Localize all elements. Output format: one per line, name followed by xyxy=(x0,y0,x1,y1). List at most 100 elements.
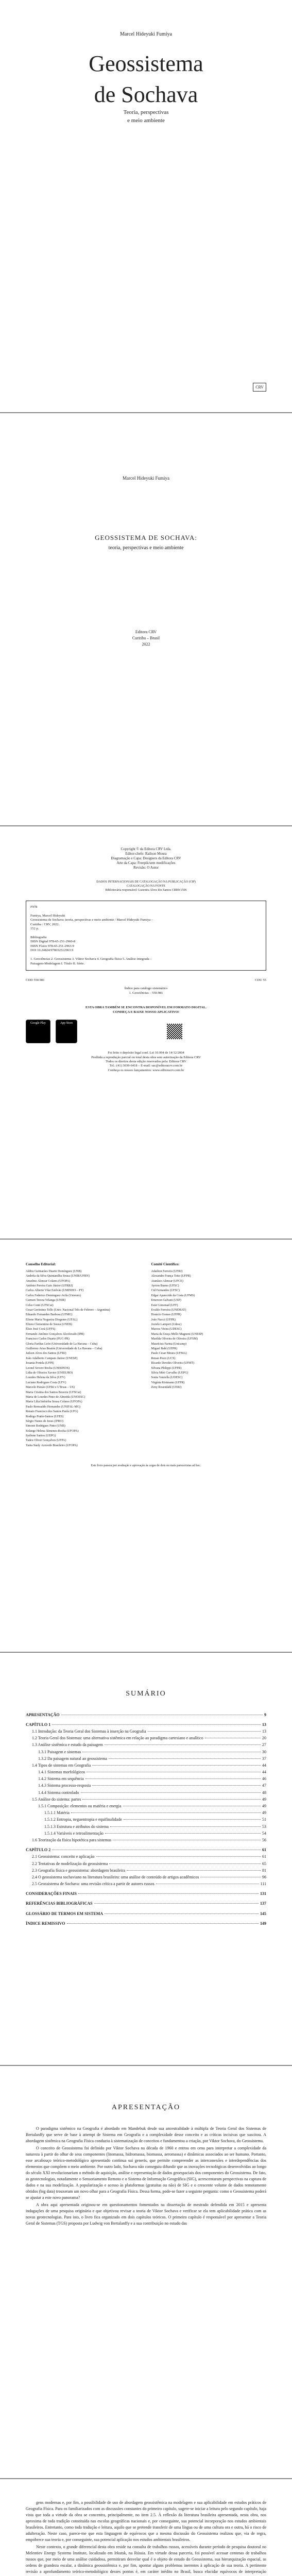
toc-entry[interactable]: 1.4 Tipos de sistemas em Geografia44 xyxy=(26,1762,266,1768)
cdd: CDD 550.981 xyxy=(26,978,44,982)
toc-entry[interactable]: CONSIDERAÇÕES FINAIS131 xyxy=(26,1891,266,1896)
committee-member: Silvana Philippi (UFPR) xyxy=(151,1366,267,1370)
committee-member: Mauricius Farina (Unicamp) xyxy=(151,1342,267,1346)
committee-member: Atanásio Alencar (UFCE) xyxy=(151,1279,267,1283)
copyright-footer-line: Todos os direitos desta edição reservado… xyxy=(26,1060,266,1064)
ht-title: GEOSSISTEMA DE SOCHAVA: xyxy=(26,533,266,543)
council-member: Maria Lília Imbiriba Sousa Colares (UFOP… xyxy=(26,1400,141,1404)
copyright-footer-line: Foi feito o depósito legal conf. Lei 10.… xyxy=(26,1051,266,1055)
committee-member: Sonia Vanzella (UDESC) xyxy=(151,1376,267,1380)
council-member: Lourdes Helena da Silva (UFV) xyxy=(26,1376,141,1380)
toc-label: CAPÍTULO 1 xyxy=(26,1722,50,1727)
copyright-line: Revisão: O Autor xyxy=(26,866,266,870)
committee-member: Alexandre França Tetto (UFPR) xyxy=(151,1274,267,1278)
cip-box: F978 Fumiya, Marcel Hideyuki Geossistema… xyxy=(26,901,266,971)
toc-page: 46 xyxy=(262,1776,266,1782)
toc-entry[interactable]: 1.5.1 Composição: elementos ou matéria e… xyxy=(26,1803,266,1809)
council-member: Maria de Lourdes Pinto de Almeida (UNOES… xyxy=(26,1395,141,1399)
committee-member: Horácio Gomes (UFPR) xyxy=(151,1313,267,1317)
council-page: Conselho Editorial: Aldira Guimarães Dua… xyxy=(0,1240,292,1652)
imprint-pub: Editora CRV xyxy=(26,629,266,635)
toc-leader xyxy=(82,1799,261,1800)
council-member: Guillermo Arias Beatón (Universidade de … xyxy=(26,1347,141,1351)
toc-entry[interactable]: 1.4.2 Sistema em sequência46 xyxy=(26,1776,266,1782)
publisher-logo: CRV xyxy=(253,383,266,392)
sys-index: Índice para catálogo sistemático 1. Geoc… xyxy=(26,987,266,995)
toc-page: 44 xyxy=(262,1762,266,1768)
council-member: Leonel Severo Rocha (UNISINOS) xyxy=(26,1366,141,1370)
toc-leader xyxy=(124,1819,261,1820)
toc-label: 2.2 Tentativas de modelização do geossis… xyxy=(32,1861,108,1867)
toc-entry[interactable]: CAPÍTULO 113 xyxy=(26,1722,266,1727)
toc-label: REFERÊNCIAS BIBLIOGRÁFICAS xyxy=(26,1901,93,1906)
toc-leader xyxy=(105,1913,259,1914)
toc-leader xyxy=(109,1758,261,1759)
council-member: Élsio José Corá (UFFS) xyxy=(26,1327,141,1331)
paragraph: O conceito de Geossistema foi definido p… xyxy=(26,2145,266,2201)
toc-entry[interactable]: 1.6 Teorização da física hipotética para… xyxy=(26,1837,266,1843)
council-member: Tadeu Oliver Gonçalves (UFPA) xyxy=(26,1438,141,1443)
toc-entry[interactable]: 1.5.1.3 Estrutura e atributos do sistema… xyxy=(26,1824,266,1829)
council-member: Celso Conti (UFSCar) xyxy=(26,1303,141,1308)
toc-leader xyxy=(92,1765,261,1766)
toc-entry[interactable]: 2.2 Tentativas de modelização do geossis… xyxy=(26,1861,266,1867)
toc-entry[interactable]: 1.1 Introdução: da Teoria Geral dos Sist… xyxy=(26,1728,266,1734)
council-member: Carlos Alberto Vilar Estêvão (UMINHO – P… xyxy=(26,1289,141,1293)
toc-entry[interactable]: 1.3 Análise sistêmica e estudo da paisag… xyxy=(26,1742,266,1748)
toc-entry[interactable]: 1.5.1.4 Variáveis e retroalimentação54 xyxy=(26,1831,266,1836)
toc-entry[interactable]: 1.3.2 Da paisagem natural ao geossistema… xyxy=(26,1756,266,1761)
toc-page: 56 xyxy=(262,1837,266,1843)
toc-leader xyxy=(52,1724,261,1725)
toc-entry[interactable]: ÍNDICE REMISSIVO149 xyxy=(26,1921,266,1926)
toc-leader xyxy=(94,1903,259,1904)
google-play-badge[interactable]: Google Play xyxy=(26,1020,50,1043)
toc-page: 61 xyxy=(262,1847,266,1853)
scientific-committee: Comitê Científico: Adailton Ferreira (UF… xyxy=(151,1260,267,1448)
toc-entry[interactable]: 1.3.1 Paisagem e sistemas30 xyxy=(26,1749,266,1755)
toc-entry[interactable]: 1.2 Teoria Geral dos Sistemas: uma alter… xyxy=(26,1735,266,1741)
council-member: Maria Cristina dos Santos Bezerra (UFSCa… xyxy=(26,1391,141,1395)
toc-entry[interactable]: GLOSSÁRIO DE TERMOS EM SISTEMA145 xyxy=(26,1911,266,1917)
toc-leader xyxy=(109,1863,261,1864)
toc-entry[interactable]: 1.4.1 Sistemas morfológicos44 xyxy=(26,1769,266,1775)
toc-entry[interactable]: 1.5.1.1 Matéria49 xyxy=(26,1810,266,1816)
council-member: Josania Portela (UFPI) xyxy=(26,1361,141,1365)
toc-page: 81 xyxy=(262,1868,266,1873)
copyright-footer: Foi feito o depósito legal conf. Lei 10.… xyxy=(26,1051,266,1073)
toc-entry[interactable]: 1.5 Análise do sistema: partes49 xyxy=(26,1797,266,1802)
body-page-10: 10 gens modernas e, por fim, a possibili… xyxy=(0,2479,292,2576)
toc-entry[interactable]: 1.4.4 Sistema controlado48 xyxy=(26,1790,266,1795)
toc-page: 131 xyxy=(260,1891,266,1896)
council-member: Rodrigo Pratte-Santos (UFES) xyxy=(26,1415,141,1419)
committee-member: Maria da Graça Mello Magnoni (UNESP) xyxy=(151,1332,267,1336)
cover-title-line1: Geossistema xyxy=(26,54,266,74)
toc-entry[interactable]: APRESENTAÇÃO9 xyxy=(26,1712,266,1718)
toc-page: 20 xyxy=(262,1735,266,1741)
toc-entry[interactable]: 2.5 Geossistema de Sochava: uma revisão … xyxy=(26,1881,266,1887)
toc-page: 37 xyxy=(262,1756,266,1761)
toc-entry[interactable]: 2.3 Geografia física e geossistema: abor… xyxy=(26,1868,266,1873)
council-member: Antônio Pereira Gaio Júnior (UFRRJ) xyxy=(26,1284,141,1288)
toc-label: 1.5.1.2 Entropia, neguentropia e equifin… xyxy=(44,1817,122,1822)
presentation-title: APRESENTAÇÃO xyxy=(26,2102,266,2113)
committee-member: Jociele Lampert (Udesc) xyxy=(151,1323,267,1327)
toc-entry[interactable]: 1.4.3 Sistema processo-resposta47 xyxy=(26,1783,266,1788)
toc-entry[interactable]: REFERÊNCIAS BIBLIOGRÁFICAS137 xyxy=(26,1901,266,1906)
toc-page: SUMÁRIO APRESENTAÇÃO9 CAPÍTULO 1131.1 Int… xyxy=(0,1653,292,2065)
toc-entry[interactable]: 1.5.1.2 Entropia, neguentropia e equifin… xyxy=(26,1817,266,1822)
paragraph: Neste contexto, o grande diferencial des… xyxy=(26,2544,266,2576)
toc-entry[interactable]: 2.1 Geossistema: conceito e aplicação61 xyxy=(26,1854,266,1859)
council-member: Andréia da Silva Quintanilha Sousa (UNIR… xyxy=(26,1274,141,1278)
committee-member: Cid Fernandes (UFSC) xyxy=(151,1289,267,1293)
app-store-badge[interactable]: App Store xyxy=(56,1020,78,1043)
committee-member: Paulo Cesar Moura (UFMA) xyxy=(151,1351,267,1355)
toc-entry[interactable]: 2.4 O geossistema sochaviano na literatu… xyxy=(26,1874,266,1880)
council-member: Carlos Federico Dominguez Avila (Unieuro… xyxy=(26,1294,141,1298)
council-member: Francisco Carlos Duarte (PUC-PR) xyxy=(26,1337,141,1341)
cover-subtitle: Teoria, perspectivas e meio ambiente xyxy=(26,109,266,125)
qr-code xyxy=(167,1024,182,1039)
toc-leader xyxy=(105,1833,261,1834)
toc-title: SUMÁRIO xyxy=(26,1689,266,1699)
toc-entry[interactable]: CAPÍTULO 261 xyxy=(26,1847,266,1853)
council-member: Carmen Tereza Velanga (UNIR) xyxy=(26,1298,141,1302)
